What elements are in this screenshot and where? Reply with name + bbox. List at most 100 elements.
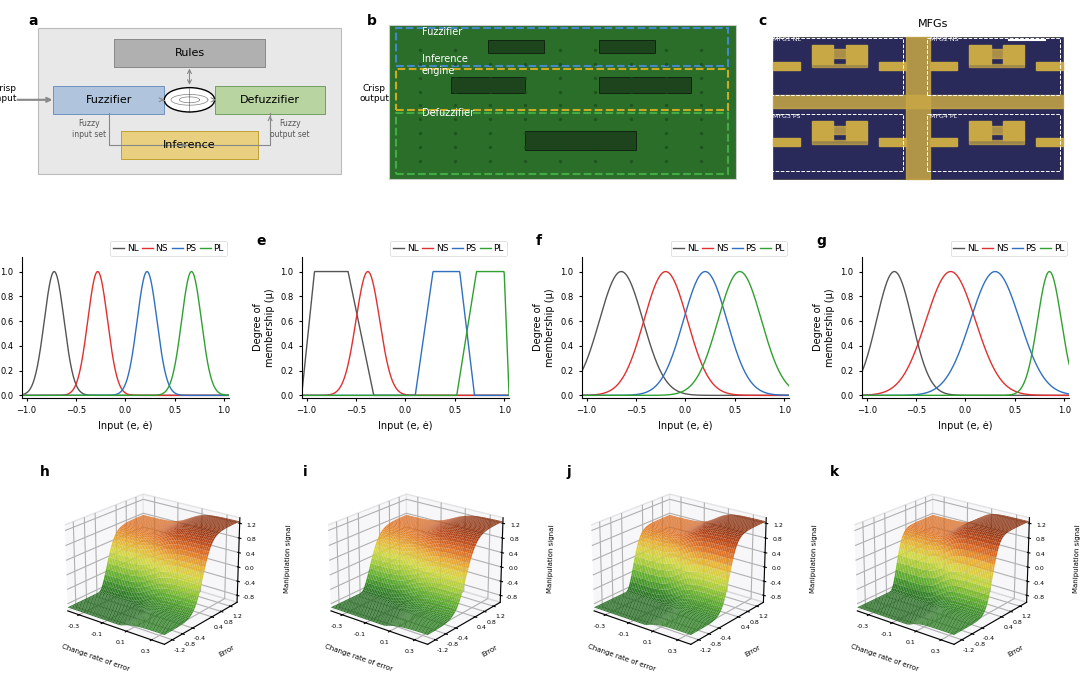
NS xyxy=(612,380,625,388)
NL xyxy=(15,391,28,399)
X-axis label: Change rate of error: Change rate of error xyxy=(850,644,919,673)
PL xyxy=(470,268,483,276)
Bar xyxy=(987,126,1005,134)
Bar xyxy=(451,77,525,93)
Bar xyxy=(930,138,957,146)
Bar xyxy=(970,141,1024,143)
PL xyxy=(949,391,962,400)
NS xyxy=(92,268,105,276)
Line: NL: NL xyxy=(862,272,1069,395)
NS xyxy=(949,270,962,279)
Text: Crisp
output: Crisp output xyxy=(360,84,389,103)
NS xyxy=(1063,391,1076,400)
Bar xyxy=(1036,62,1063,70)
PL xyxy=(502,391,515,400)
Text: Defuzzifier: Defuzzifier xyxy=(422,108,474,118)
Text: h: h xyxy=(40,464,50,479)
Y-axis label: Degree of
membership (μ): Degree of membership (μ) xyxy=(532,288,554,366)
PL xyxy=(172,344,185,352)
NL xyxy=(154,391,167,400)
PL xyxy=(434,391,447,400)
NS xyxy=(390,384,403,392)
PL xyxy=(451,385,464,393)
Bar xyxy=(812,64,867,68)
PS xyxy=(140,268,153,276)
Bar xyxy=(773,62,800,70)
Line: NL: NL xyxy=(582,272,789,395)
Bar xyxy=(396,28,728,66)
NS xyxy=(502,391,515,400)
NL xyxy=(576,368,589,376)
Legend: NL, NS, PS, PL: NL, NS, PS, PL xyxy=(110,241,227,256)
Legend: NL, NS, PS, PL: NL, NS, PS, PL xyxy=(950,241,1067,256)
Line: NS: NS xyxy=(301,272,509,395)
NL xyxy=(502,391,515,400)
NL xyxy=(138,391,151,400)
PS xyxy=(698,268,711,276)
NL xyxy=(48,268,60,276)
PL xyxy=(349,391,362,400)
Text: MFG3 PS: MFG3 PS xyxy=(773,114,800,119)
NS xyxy=(732,391,745,399)
PS xyxy=(1012,312,1025,320)
NS xyxy=(995,375,1008,383)
Text: f: f xyxy=(536,235,542,248)
NL xyxy=(892,271,905,279)
PS xyxy=(427,268,440,276)
Bar xyxy=(927,114,1061,171)
NL xyxy=(855,368,868,377)
Bar xyxy=(773,95,1063,108)
Bar xyxy=(488,40,543,53)
NL xyxy=(783,391,796,400)
Line: PL: PL xyxy=(582,272,789,395)
Bar xyxy=(1036,138,1063,146)
Bar xyxy=(1002,121,1024,141)
NL xyxy=(698,391,711,400)
PS xyxy=(349,391,362,400)
NL xyxy=(308,268,321,276)
Text: Fuzzifier: Fuzzifier xyxy=(422,27,462,37)
PL xyxy=(576,391,589,400)
Y-axis label: Degree of
membership (μ): Degree of membership (μ) xyxy=(813,288,835,366)
NL xyxy=(615,268,627,276)
Text: MFG4 PL: MFG4 PL xyxy=(930,114,957,119)
PL xyxy=(783,382,796,390)
Text: Rules: Rules xyxy=(175,48,204,57)
Line: PL: PL xyxy=(22,272,229,395)
PL xyxy=(185,268,198,276)
NL xyxy=(349,302,362,310)
PL xyxy=(1012,387,1025,395)
PL xyxy=(1043,268,1056,276)
PS xyxy=(670,343,683,351)
NL xyxy=(732,391,745,400)
Y-axis label: Error: Error xyxy=(217,644,235,658)
PL xyxy=(15,391,28,400)
PL xyxy=(389,391,402,400)
NS xyxy=(172,391,185,400)
PL xyxy=(629,391,642,400)
NL xyxy=(109,391,122,400)
Bar xyxy=(396,69,728,110)
PS xyxy=(154,342,167,350)
Text: a: a xyxy=(28,14,38,28)
NS xyxy=(434,391,447,400)
NS xyxy=(138,391,151,400)
PL xyxy=(153,391,166,399)
NS xyxy=(659,268,672,276)
Line: PS: PS xyxy=(582,272,789,395)
X-axis label: Input (e, ė): Input (e, ė) xyxy=(939,420,993,431)
NL xyxy=(714,391,727,400)
PS xyxy=(995,270,1008,279)
X-axis label: Change rate of error: Change rate of error xyxy=(588,644,657,673)
Text: Fuzzy
input set: Fuzzy input set xyxy=(71,120,106,139)
Bar xyxy=(770,38,903,95)
Bar xyxy=(927,38,1061,95)
PS xyxy=(295,391,308,400)
FancyBboxPatch shape xyxy=(39,28,340,174)
PL xyxy=(418,391,431,400)
NL xyxy=(434,391,447,400)
PS xyxy=(222,391,235,400)
NL xyxy=(451,391,464,400)
PS xyxy=(332,391,345,400)
NL xyxy=(995,391,1008,400)
